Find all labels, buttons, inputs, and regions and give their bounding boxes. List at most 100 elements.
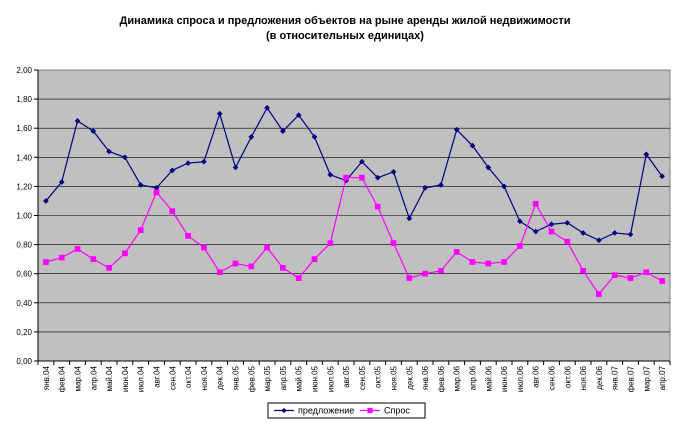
data-point bbox=[437, 181, 444, 188]
data-point bbox=[532, 201, 539, 207]
data-point bbox=[595, 237, 602, 244]
y-tick-label: 1,80 bbox=[16, 95, 32, 104]
data-point bbox=[58, 254, 65, 261]
data-point bbox=[611, 230, 618, 236]
data-point bbox=[516, 218, 523, 225]
data-point bbox=[185, 160, 192, 167]
x-tick-label: фев.04 bbox=[58, 365, 67, 392]
data-point bbox=[185, 233, 191, 239]
data-point bbox=[422, 270, 428, 277]
x-tick-label: окт.04 bbox=[184, 365, 193, 387]
data-point bbox=[643, 269, 650, 276]
data-point bbox=[485, 164, 492, 171]
x-tick-label: апр.04 bbox=[89, 365, 98, 390]
data-point bbox=[58, 179, 65, 185]
series-layer bbox=[42, 104, 666, 297]
y-tick-label: 0,20 bbox=[16, 328, 32, 337]
x-tick-label: сен.05 bbox=[358, 365, 367, 390]
y-tick-label: 0,60 bbox=[16, 270, 32, 279]
x-tick-label: мар.05 bbox=[263, 365, 272, 391]
x-tick-label: апр.07 bbox=[658, 365, 667, 390]
x-tick-label: июн.04 bbox=[121, 365, 130, 392]
data-point bbox=[201, 244, 207, 251]
data-point bbox=[327, 171, 334, 178]
data-point bbox=[659, 173, 666, 180]
data-point bbox=[438, 267, 444, 274]
x-tick-label: авг.05 bbox=[342, 365, 351, 387]
x-tick-label: июл.05 bbox=[326, 365, 335, 392]
data-point bbox=[374, 174, 381, 181]
data-point bbox=[453, 126, 460, 133]
data-point bbox=[627, 231, 634, 238]
x-tick-label: дек.06 bbox=[595, 365, 604, 389]
data-point bbox=[548, 228, 555, 235]
axes: 0,00 0,20 0,40 0,60 0,80 1,00 1,20 1,40 1,60 1,80… bbox=[16, 66, 671, 392]
chart-subtitle: (в относительных единицах) bbox=[266, 30, 424, 42]
x-tick-label: май.04 bbox=[105, 365, 114, 391]
data-point bbox=[264, 104, 271, 111]
data-point bbox=[232, 164, 239, 171]
data-point bbox=[153, 189, 160, 196]
data-point bbox=[90, 128, 97, 135]
legend-box bbox=[267, 402, 426, 419]
data-point bbox=[374, 203, 381, 210]
y-tick-label: 1,00 bbox=[16, 212, 32, 221]
data-point bbox=[627, 275, 634, 281]
y-tick-label: 1,40 bbox=[16, 153, 32, 162]
legend-label: Спрос bbox=[384, 406, 410, 416]
gridlines bbox=[38, 98, 670, 333]
x-tick-label: фев.05 bbox=[247, 365, 256, 392]
x-tick-label: май.05 bbox=[295, 365, 304, 391]
data-point bbox=[137, 227, 144, 233]
data-point bbox=[453, 249, 460, 255]
data-point bbox=[200, 158, 207, 165]
data-point bbox=[343, 174, 349, 181]
x-tick-label: ноя.05 bbox=[390, 365, 399, 390]
x-tick-label: июл.04 bbox=[137, 365, 146, 392]
x-tick-label: окт.06 bbox=[563, 365, 572, 387]
data-point bbox=[358, 158, 365, 165]
x-tick-label: апр.05 bbox=[279, 365, 288, 390]
data-point bbox=[485, 260, 492, 267]
chart-title: Динамика спроса и предложения объектов н… bbox=[120, 15, 571, 27]
data-point bbox=[659, 278, 665, 284]
data-point bbox=[406, 215, 413, 222]
series-line bbox=[45, 177, 663, 296]
legend-label: предложение bbox=[298, 406, 354, 416]
data-point bbox=[532, 228, 539, 235]
data-point bbox=[216, 269, 223, 276]
data-point bbox=[327, 240, 334, 246]
x-tick-label: мар.07 bbox=[642, 365, 651, 391]
data-point bbox=[611, 272, 618, 279]
data-point bbox=[121, 154, 128, 161]
data-point bbox=[422, 184, 429, 191]
legend-swatch-marker bbox=[367, 407, 373, 414]
data-point bbox=[564, 219, 571, 226]
x-tick-label: мар.04 bbox=[74, 365, 83, 391]
data-point bbox=[248, 133, 255, 140]
series-line bbox=[45, 106, 663, 241]
series-2 bbox=[43, 174, 665, 297]
data-point bbox=[406, 275, 413, 281]
x-tick-label: сен.04 bbox=[168, 365, 177, 390]
data-point bbox=[90, 256, 97, 262]
x-tick-label: мар.06 bbox=[453, 365, 462, 391]
data-point bbox=[359, 174, 365, 181]
data-point bbox=[295, 112, 302, 119]
y-tick-label: 0,40 bbox=[16, 299, 32, 308]
x-tick-label: ноя.06 bbox=[579, 365, 588, 390]
data-point bbox=[42, 197, 49, 204]
data-point bbox=[74, 117, 81, 124]
data-point bbox=[43, 259, 49, 265]
x-tick-label: июн.05 bbox=[311, 365, 320, 392]
data-point bbox=[74, 246, 81, 252]
data-point bbox=[564, 238, 571, 245]
data-point bbox=[216, 110, 223, 117]
data-point bbox=[643, 151, 650, 158]
series-1 bbox=[42, 104, 666, 244]
data-point bbox=[295, 275, 302, 281]
data-point bbox=[390, 240, 397, 246]
x-tick-label: окт.05 bbox=[374, 365, 383, 387]
